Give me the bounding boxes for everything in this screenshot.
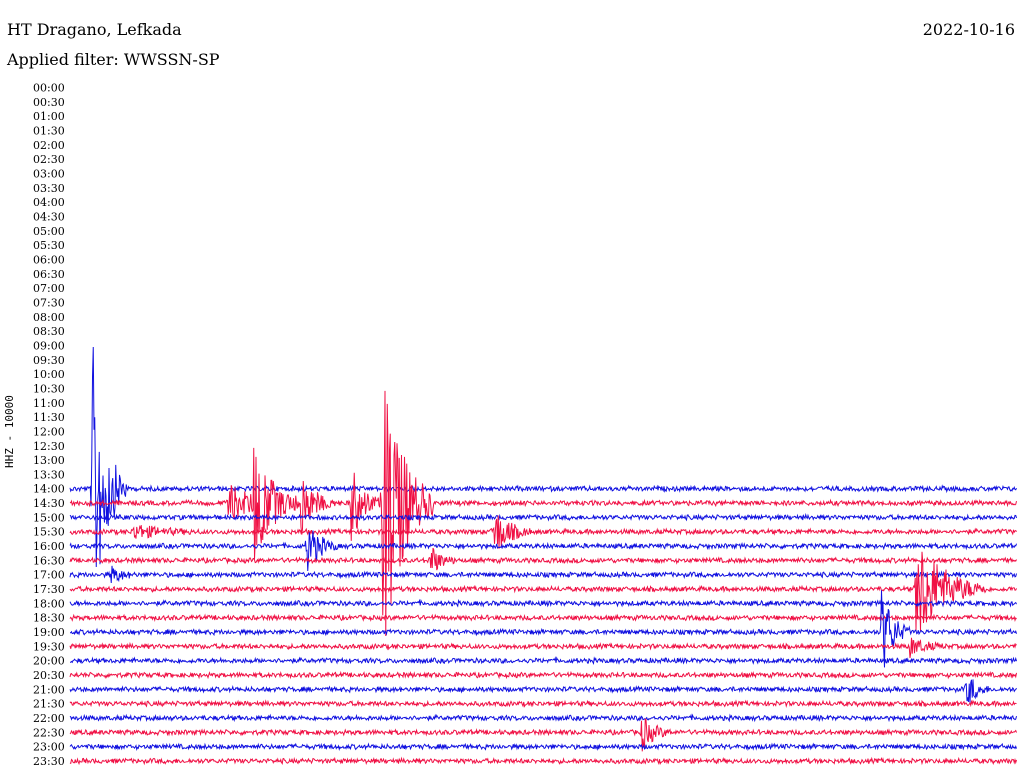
time-tick-label: 14:30 bbox=[33, 497, 65, 510]
time-tick-label: 02:00 bbox=[33, 139, 65, 152]
time-tick-label: 17:30 bbox=[33, 583, 65, 596]
time-tick-label: 19:00 bbox=[33, 626, 65, 639]
trace-line bbox=[69, 590, 1017, 668]
time-tick-label: 12:00 bbox=[33, 425, 65, 438]
time-tick-label: 10:00 bbox=[33, 368, 65, 381]
time-tick-label: 09:30 bbox=[33, 354, 65, 367]
time-tick-label: 08:00 bbox=[33, 311, 65, 324]
filter-label: Applied filter: WWSSN-SP bbox=[7, 50, 220, 69]
time-tick-label: 12:30 bbox=[33, 440, 65, 453]
trace-line bbox=[69, 656, 1017, 665]
time-tick-label: 01:00 bbox=[33, 110, 65, 123]
time-tick-label: 22:00 bbox=[33, 712, 65, 725]
time-tick-label: 20:00 bbox=[33, 655, 65, 668]
time-tick-label: 13:30 bbox=[33, 468, 65, 481]
time-tick-label: 17:00 bbox=[33, 569, 65, 582]
time-tick-label: 03:00 bbox=[33, 167, 65, 180]
time-tick-label: 09:00 bbox=[33, 339, 65, 352]
trace-line bbox=[69, 530, 1017, 572]
time-tick-label: 16:00 bbox=[33, 540, 65, 553]
trace-line bbox=[69, 512, 1017, 522]
trace-line bbox=[69, 699, 1017, 708]
time-tick-label: 01:30 bbox=[33, 124, 65, 137]
time-tick-label: 07:30 bbox=[33, 296, 65, 309]
trace-line bbox=[69, 346, 1017, 567]
time-tick-label: 22:30 bbox=[33, 726, 65, 739]
trace-line bbox=[69, 718, 1017, 752]
time-tick-label: 23:00 bbox=[33, 741, 65, 754]
time-tick-label: 21:30 bbox=[33, 698, 65, 711]
time-tick-label: 20:30 bbox=[33, 669, 65, 682]
trace-line bbox=[69, 547, 1017, 571]
time-tick-label: 13:00 bbox=[33, 454, 65, 467]
trace-line bbox=[69, 637, 1017, 658]
time-tick-label: 05:00 bbox=[33, 225, 65, 238]
trace-line bbox=[69, 598, 1017, 608]
time-tick-label: 05:30 bbox=[33, 239, 65, 252]
time-tick-label: 14:00 bbox=[33, 483, 65, 496]
time-tick-label: 11:30 bbox=[33, 411, 65, 424]
time-tick-label: 18:30 bbox=[33, 612, 65, 625]
time-tick-label: 11:00 bbox=[33, 397, 65, 410]
time-tick-label: 04:00 bbox=[33, 196, 65, 209]
trace-line bbox=[69, 756, 1017, 766]
time-tick-label: 21:00 bbox=[33, 683, 65, 696]
trace-line bbox=[69, 565, 1017, 584]
trace-line bbox=[69, 670, 1017, 680]
time-tick-label: 16:30 bbox=[33, 554, 65, 567]
time-tick-label: 18:00 bbox=[33, 597, 65, 610]
trace-line bbox=[69, 390, 1017, 636]
time-tick-label: 15:30 bbox=[33, 526, 65, 539]
time-tick-label: 07:00 bbox=[33, 282, 65, 295]
time-tick-label: 04:30 bbox=[33, 210, 65, 223]
time-tick-label: 08:30 bbox=[33, 325, 65, 338]
trace-line bbox=[69, 551, 1017, 632]
time-tick-label: 23:30 bbox=[33, 755, 65, 768]
trace-line bbox=[69, 613, 1017, 623]
trace-line bbox=[69, 713, 1017, 723]
time-tick-label: 00:00 bbox=[33, 82, 65, 95]
time-tick-label: 06:30 bbox=[33, 268, 65, 281]
time-tick-label: 19:30 bbox=[33, 640, 65, 653]
time-tick-label: 00:30 bbox=[33, 96, 65, 109]
time-tick-label: 02:30 bbox=[33, 153, 65, 166]
trace-line bbox=[69, 515, 1017, 549]
station-title: HT Dragano, Lefkada bbox=[7, 20, 182, 39]
date-label: 2022-10-16 bbox=[922, 20, 1015, 39]
seismogram-traces bbox=[69, 346, 1017, 766]
time-tick-label: 10:30 bbox=[33, 382, 65, 395]
time-tick-label: 03:30 bbox=[33, 182, 65, 195]
time-tick-label: 06:00 bbox=[33, 253, 65, 266]
time-tick-label: 15:00 bbox=[33, 511, 65, 524]
trace-line bbox=[69, 742, 1017, 752]
trace-line bbox=[69, 679, 1017, 704]
